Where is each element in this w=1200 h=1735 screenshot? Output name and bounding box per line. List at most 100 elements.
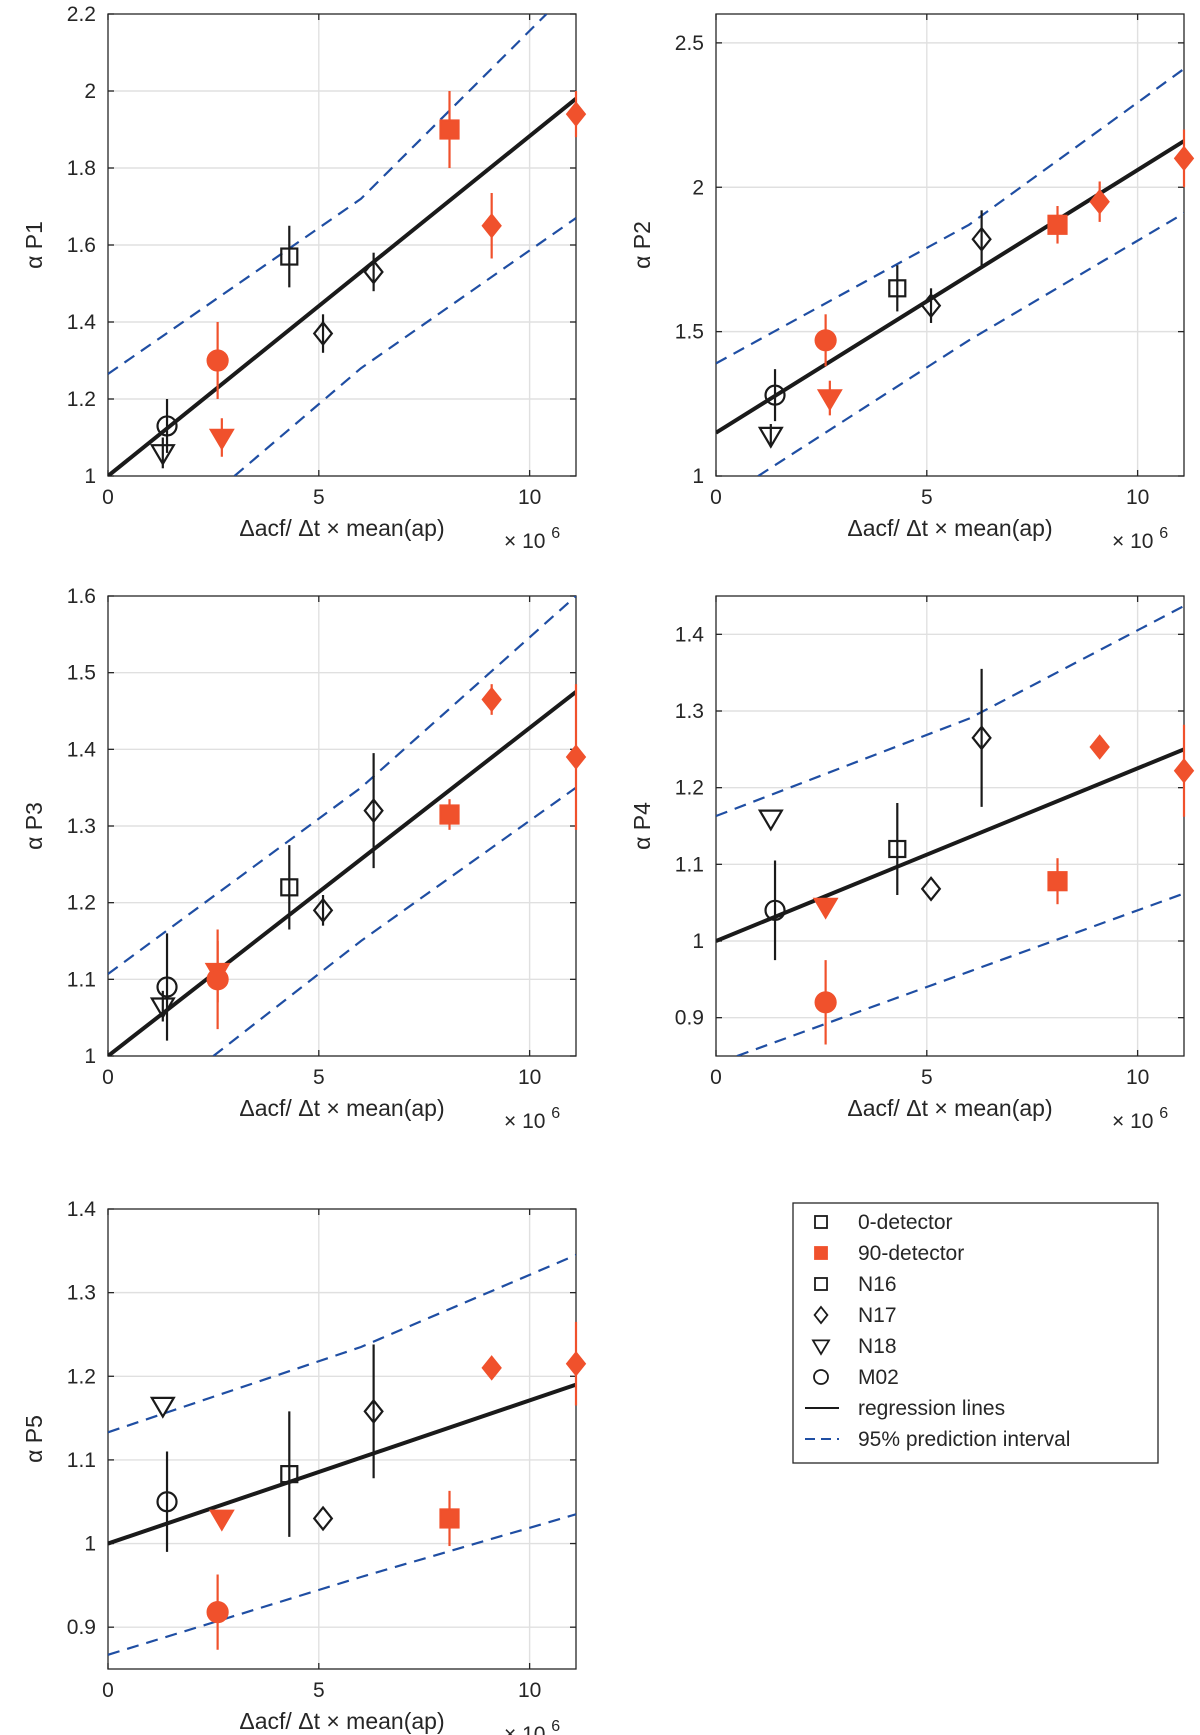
- x-exponent-label: × 10 6: [504, 525, 560, 553]
- y-tick-label: 1.1: [67, 1449, 96, 1472]
- data-points: [757, 129, 1195, 449]
- legend-marker: [814, 1277, 828, 1291]
- point-n18-90: [208, 1509, 235, 1532]
- point-n16-90: [1047, 871, 1068, 892]
- point-n17-0: [971, 725, 992, 751]
- x-tick-label: 5: [313, 1066, 325, 1089]
- x-axis-label: Δacf/ Δt × mean(ap): [239, 1708, 444, 1734]
- point-n17-90: [1173, 758, 1195, 784]
- prediction-interval-upper: [108, 596, 576, 975]
- legend-label: 0-detector: [858, 1211, 953, 1234]
- legend-label: regression lines: [858, 1397, 1005, 1420]
- point-n17-90: [481, 212, 502, 239]
- fit-lines: [716, 67, 1184, 476]
- point-n16-0: [280, 1465, 299, 1484]
- x-exponent: 6: [551, 525, 560, 542]
- point-n18-0: [149, 997, 176, 1020]
- grid: [108, 14, 576, 476]
- point-n18-0: [149, 444, 176, 467]
- y-tick-label: 1.3: [67, 815, 96, 838]
- y-tick-label: 1.4: [67, 1198, 97, 1221]
- point-n17-0: [312, 1505, 334, 1532]
- regression-line: [108, 1382, 576, 1546]
- y-tick-label: 1.6: [67, 585, 96, 608]
- y-tick-label: 1.2: [67, 1365, 96, 1388]
- y-tick-label: 1.6: [67, 234, 96, 257]
- point-n16-90: [439, 119, 460, 140]
- point-n16-0: [280, 247, 299, 266]
- regression-line: [108, 97, 576, 476]
- grid: [108, 596, 576, 1056]
- legend-item: M02: [813, 1366, 899, 1389]
- y-tick-label: 1.5: [675, 321, 704, 344]
- x-tick-label: 0: [710, 486, 722, 509]
- legend-marker: [813, 1305, 829, 1325]
- point-n17-0: [920, 292, 942, 319]
- legend-label: 95% prediction interval: [858, 1428, 1070, 1451]
- legend-item: N18: [811, 1335, 897, 1358]
- x-exponent: 6: [1159, 525, 1168, 542]
- x-exponent: 6: [551, 1718, 560, 1735]
- legend-item: regression lines: [805, 1397, 1005, 1420]
- y-tick-label: 1: [84, 1533, 96, 1556]
- grid: [716, 14, 1184, 476]
- axes-box: [715, 13, 1185, 477]
- legend-marker: [814, 1215, 828, 1229]
- point-m02-0: [764, 899, 786, 921]
- grid: [716, 596, 1184, 1056]
- y-tick-label: 1.4: [67, 311, 97, 334]
- x-exponent-label: × 10 6: [504, 1718, 560, 1735]
- y-tick-label: 1.2: [67, 388, 96, 411]
- y-tick-label: 1.5: [67, 662, 96, 685]
- y-tick-label: 0.9: [67, 1616, 96, 1639]
- fit-lines: [108, 14, 576, 476]
- y-axis-label: α P4: [629, 802, 655, 850]
- axes-box: [715, 595, 1185, 1057]
- legend-marker: [814, 1246, 828, 1260]
- point-n17-90: [481, 1355, 502, 1381]
- x-exponent-label: × 10 6: [1112, 1105, 1168, 1133]
- legend-box: [792, 1202, 1159, 1464]
- fit-lines: [716, 604, 1184, 1056]
- prediction-interval-lower: [757, 212, 1184, 476]
- legend-item: N17: [813, 1304, 897, 1327]
- legend-label: M02: [858, 1366, 899, 1389]
- point-n18-90: [816, 389, 843, 412]
- y-tick-label: 1.4: [675, 623, 705, 646]
- legend-item: 95% prediction interval: [805, 1428, 1070, 1451]
- point-m02-0: [156, 1491, 178, 1513]
- point-n16-0: [888, 279, 907, 298]
- y-tick-label: 1.1: [675, 853, 704, 876]
- y-axis-label: α P2: [629, 221, 655, 269]
- x-tick-label: 0: [102, 486, 114, 509]
- point-m02-90: [814, 329, 837, 352]
- legend-marker: [811, 1339, 831, 1356]
- y-tick-label: 1.4: [67, 738, 97, 761]
- panel-alpha-p3: 0 5 10 1 1.1 1.2 1.3 1.4 1.5 1.6 Δacf/ Δt × mean(a…: [21, 585, 587, 1133]
- x-tick-label: 5: [921, 1066, 933, 1089]
- regression-line: [716, 139, 1184, 435]
- x-exponent-label: × 10 6: [1112, 525, 1168, 553]
- x-axis-label: Δacf/ Δt × mean(ap): [239, 1095, 444, 1121]
- y-tick-label: 1.2: [67, 892, 96, 915]
- x-exponent: 6: [1159, 1105, 1168, 1122]
- legend-item: N16: [814, 1273, 897, 1296]
- y-axis-label: α P3: [21, 802, 47, 850]
- point-n17-90: [1089, 734, 1110, 760]
- y-tick-label: 2.5: [675, 32, 704, 55]
- legend-label: N18: [858, 1335, 897, 1358]
- point-n16-90: [439, 804, 460, 825]
- prediction-interval-lower: [212, 786, 576, 1056]
- y-tick-label: 1.3: [67, 1282, 96, 1305]
- point-n17-90: [565, 101, 587, 127]
- data-points: [149, 91, 587, 469]
- legend-marker: [813, 1369, 829, 1385]
- regression-line: [716, 747, 1184, 943]
- point-n18-90: [812, 897, 839, 920]
- prediction-interval-upper: [108, 14, 548, 375]
- y-axis-label: α P5: [21, 1415, 47, 1463]
- point-n16-90: [439, 1508, 460, 1529]
- x-exponent: 6: [551, 1105, 560, 1122]
- x-tick-label: 10: [1126, 486, 1149, 509]
- x-tick-label: 5: [313, 1679, 325, 1702]
